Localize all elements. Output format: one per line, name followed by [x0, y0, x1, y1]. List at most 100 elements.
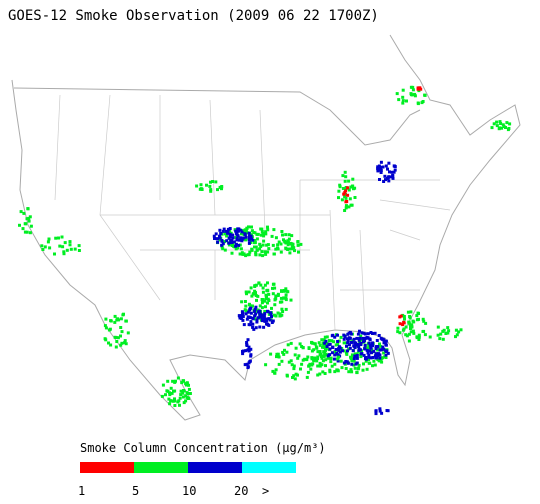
smoke-pixel — [259, 283, 263, 287]
smoke-pixel — [247, 225, 250, 229]
smoke-pixel — [124, 342, 128, 346]
smoke-pixel — [330, 351, 334, 355]
smoke-pixel — [234, 231, 238, 235]
smoke-pixel — [397, 98, 401, 102]
smoke-pixel — [187, 383, 190, 387]
smoke-pixel — [336, 359, 340, 363]
smoke-pixel — [292, 367, 296, 371]
smoke-pixel — [310, 356, 314, 360]
smoke-pixel — [274, 368, 278, 372]
smoke-pixel — [342, 333, 346, 337]
smoke-pixel — [388, 170, 391, 174]
smoke-pixel — [277, 240, 281, 244]
smoke-pixel — [454, 335, 457, 339]
smoke-pixel — [358, 329, 361, 333]
smoke-pixel — [325, 335, 329, 339]
smoke-pixel — [168, 402, 172, 406]
smoke-pixel — [337, 196, 340, 200]
smoke-pixel — [313, 357, 317, 361]
smoke-pixel — [368, 337, 372, 341]
smoke-pixel — [164, 393, 167, 397]
smoke-pixel — [355, 354, 359, 357]
smoke-pixel — [306, 355, 310, 359]
smoke-pixel — [337, 339, 341, 343]
smoke-pixel — [280, 289, 283, 293]
smoke-pixel — [214, 232, 218, 236]
smoke-pixel — [209, 188, 213, 192]
smoke-pixel — [266, 281, 269, 285]
smoke-pixel — [405, 99, 408, 103]
smoke-pixel — [182, 389, 185, 392]
legend-swatch — [80, 462, 134, 473]
smoke-pixel — [41, 248, 45, 251]
smoke-pixel — [328, 370, 332, 374]
smoke-pixel — [282, 352, 286, 356]
smoke-pixel — [230, 244, 234, 247]
smoke-pixel — [282, 289, 286, 293]
smoke-pixel — [123, 339, 127, 343]
smoke-pixel — [293, 249, 296, 253]
smoke-pixel — [266, 289, 270, 293]
smoke-pixel — [332, 340, 336, 344]
smoke-pixel — [353, 346, 357, 350]
smoke-pixel — [249, 241, 253, 244]
smoke-pixel — [218, 228, 222, 232]
smoke-pixel — [291, 376, 294, 379]
smoke-pixel — [408, 316, 412, 320]
smoke-pixel — [223, 232, 227, 236]
smoke-pixel — [316, 373, 320, 377]
smoke-pixel — [255, 298, 258, 302]
smoke-layer — [18, 85, 512, 416]
smoke-pixel — [254, 312, 258, 316]
smoke-pixel — [236, 246, 240, 250]
smoke-pixel — [395, 92, 399, 96]
smoke-pixel — [320, 363, 324, 367]
smoke-pixel — [384, 343, 388, 347]
smoke-pixel — [309, 367, 313, 371]
smoke-pixel — [326, 356, 330, 360]
smoke-pixel — [337, 189, 341, 193]
smoke-pixel — [428, 335, 432, 339]
smoke-pixel — [243, 233, 247, 236]
smoke-pixel — [402, 315, 406, 318]
smoke-pixel — [306, 370, 310, 374]
smoke-pixel — [255, 248, 259, 252]
smoke-pixel — [384, 164, 388, 168]
smoke-pixel — [336, 340, 340, 343]
smoke-pixel — [253, 317, 257, 321]
smoke-pixel — [353, 354, 357, 358]
smoke-pixel — [258, 309, 262, 313]
smoke-pixel — [119, 343, 123, 347]
smoke-pixel — [327, 339, 331, 342]
smoke-pixel — [279, 250, 283, 254]
smoke-pixel — [371, 356, 375, 359]
smoke-pixel — [226, 227, 230, 231]
smoke-pixel — [293, 377, 297, 381]
smoke-pixel — [272, 313, 276, 317]
smoke-pixel — [262, 239, 266, 243]
smoke-pixel — [216, 240, 220, 244]
legend-label: 10 — [182, 484, 196, 498]
smoke-pixel — [251, 322, 255, 326]
smoke-pixel — [356, 342, 360, 346]
smoke-pixel — [258, 304, 262, 308]
smoke-pixel — [359, 334, 363, 338]
smoke-pixel — [373, 363, 377, 367]
smoke-pixel — [368, 343, 372, 347]
smoke-pixel — [347, 205, 351, 209]
smoke-pixel — [265, 322, 269, 326]
legend: 1 5 10 20 > — [78, 462, 296, 498]
smoke-pixel — [254, 291, 257, 295]
smoke-pixel — [276, 247, 280, 251]
smoke-pixel — [346, 338, 350, 342]
smoke-pixel — [292, 246, 296, 250]
smoke-pixel — [370, 348, 374, 352]
smoke-pixel — [341, 349, 344, 353]
smoke-pixel — [333, 370, 337, 374]
smoke-pixel — [294, 372, 298, 376]
smoke-pixel — [178, 396, 182, 400]
smoke-pixel — [286, 239, 290, 243]
smoke-pixel — [347, 347, 351, 351]
smoke-pixel — [120, 341, 124, 345]
smoke-pixel — [171, 379, 175, 383]
